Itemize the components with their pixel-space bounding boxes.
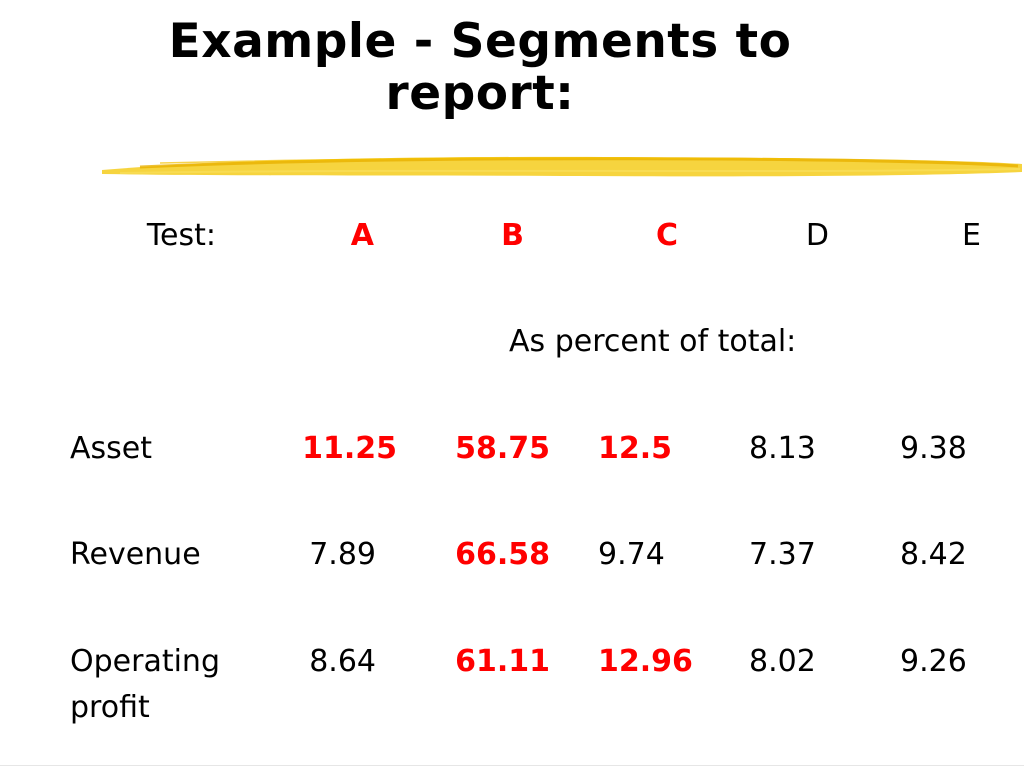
asset-value-a: 11.25 xyxy=(302,431,397,466)
revenue-value-d: 7.37 xyxy=(749,537,816,572)
operating-profit-value-c: 12.96 xyxy=(598,644,693,679)
column-header-c: C xyxy=(655,218,678,253)
test-label: Test: xyxy=(146,218,216,253)
column-header-e: E xyxy=(962,218,981,253)
row-label-revenue: Revenue xyxy=(70,537,201,572)
asset-value-b: 58.75 xyxy=(455,431,550,466)
row-label-profit: profit xyxy=(70,690,150,725)
revenue-value-b: 66.58 xyxy=(455,537,550,572)
slide-title: Example - Segments to report: xyxy=(80,16,880,120)
column-header-d: D xyxy=(805,218,829,253)
operating-profit-value-b: 61.11 xyxy=(455,644,550,679)
row-label-asset: Asset xyxy=(70,431,153,466)
column-header-a: A xyxy=(350,218,374,253)
revenue-value-e: 8.42 xyxy=(900,537,967,572)
asset-value-c: 12.5 xyxy=(598,431,673,466)
title-line-2: report: xyxy=(385,66,575,121)
column-header-b: B xyxy=(501,218,524,253)
asset-value-e: 9.38 xyxy=(900,431,967,466)
revenue-value-a: 7.89 xyxy=(309,537,376,572)
operating-profit-value-a: 8.64 xyxy=(309,644,376,679)
asset-value-d: 8.13 xyxy=(749,431,816,466)
row-label-operating: Operating xyxy=(70,644,220,679)
title-line-1: Example - Segments to xyxy=(168,14,792,69)
brush-stroke-divider xyxy=(102,156,1022,177)
operating-profit-value-e: 9.26 xyxy=(900,644,967,679)
operating-profit-value-d: 8.02 xyxy=(749,644,816,679)
bottom-divider xyxy=(0,765,1024,766)
revenue-value-c: 9.74 xyxy=(598,537,665,572)
subheader: As percent of total: xyxy=(509,324,797,359)
